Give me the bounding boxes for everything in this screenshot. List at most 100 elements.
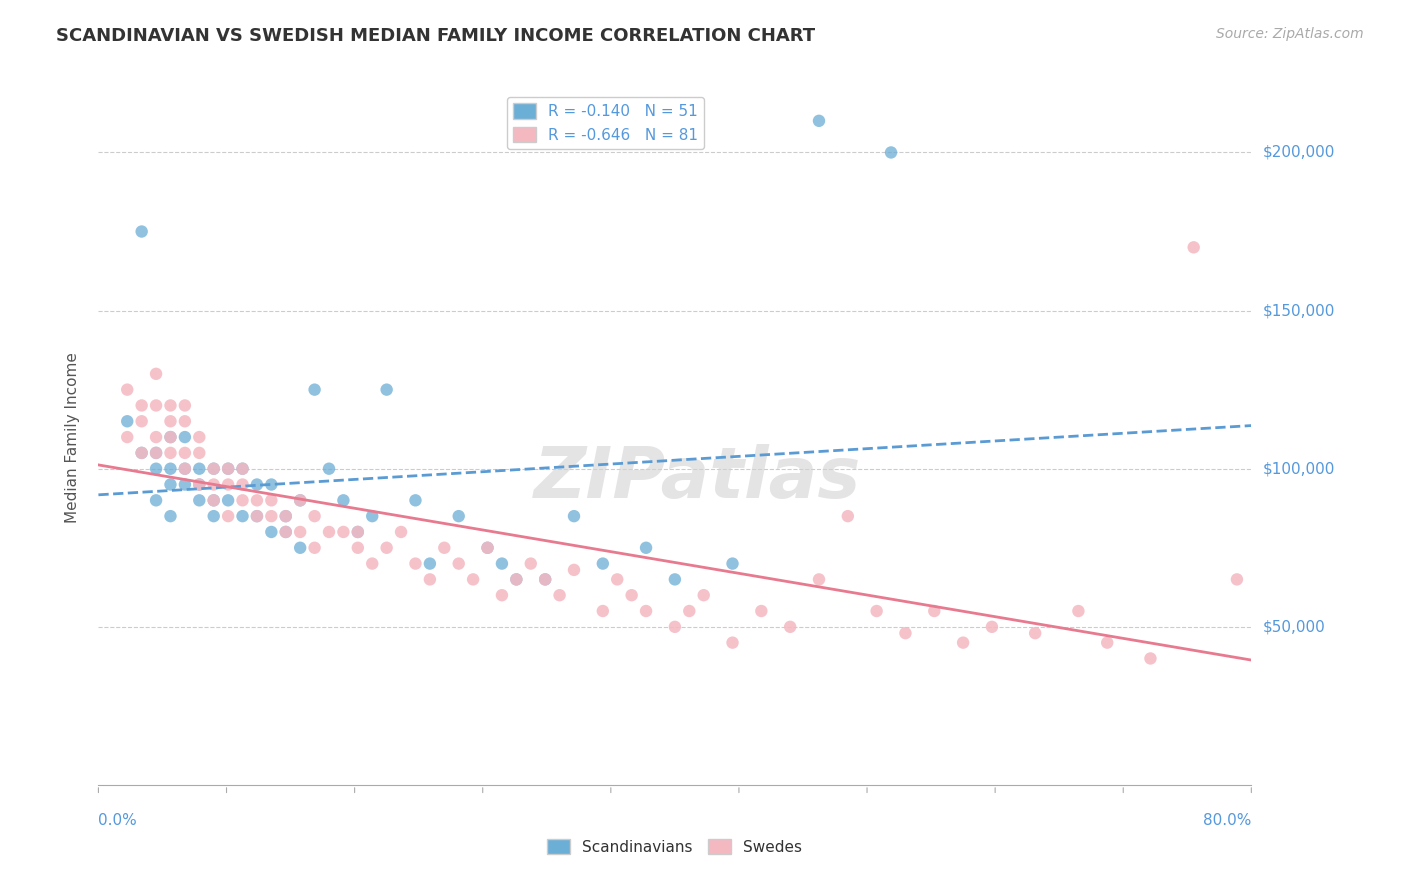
Point (145, 367, 167, 381)
Point (304, 509, 326, 524)
Point (231, 461, 254, 475)
Point (131, 399, 153, 413)
Point (246, 509, 269, 524)
Point (159, 509, 181, 524)
Point (405, 493, 427, 508)
Point (231, 509, 254, 524)
Text: Source: ZipAtlas.com: Source: ZipAtlas.com (1216, 27, 1364, 41)
Point (548, 588, 571, 602)
Point (188, 430, 211, 444)
Point (274, 509, 297, 524)
Point (260, 493, 283, 508)
Point (779, 620, 801, 634)
Point (866, 604, 889, 618)
Point (361, 509, 384, 524)
Point (159, 430, 181, 444)
Point (188, 477, 211, 491)
Point (562, 563, 585, 577)
Point (174, 461, 197, 475)
Point (202, 461, 225, 475)
Point (131, 446, 153, 460)
Point (274, 524, 297, 539)
Point (981, 620, 1004, 634)
Point (318, 461, 340, 475)
Point (159, 414, 181, 428)
Point (664, 573, 686, 587)
Point (477, 541, 499, 555)
Point (693, 588, 716, 602)
Point (202, 509, 225, 524)
Point (260, 477, 283, 491)
Point (231, 493, 254, 508)
Point (202, 493, 225, 508)
Point (751, 604, 773, 618)
Text: ZIPatlas: ZIPatlas (534, 444, 862, 513)
Point (562, 509, 585, 524)
Point (174, 461, 197, 475)
Point (231, 461, 254, 475)
Point (419, 573, 441, 587)
Legend: Scandinavians, Swedes: Scandinavians, Swedes (541, 832, 808, 861)
Point (174, 399, 197, 413)
Y-axis label: Median Family Income: Median Family Income (65, 351, 80, 523)
Point (620, 588, 643, 602)
Point (346, 524, 368, 539)
Point (202, 461, 225, 475)
Point (1182, 240, 1205, 254)
Point (246, 509, 269, 524)
Point (332, 524, 354, 539)
Point (174, 430, 197, 444)
Point (231, 477, 254, 491)
Point (202, 477, 225, 491)
Point (159, 477, 181, 491)
Point (188, 493, 211, 508)
Point (117, 430, 138, 444)
Point (807, 573, 830, 587)
Point (636, 604, 658, 618)
Point (159, 461, 181, 475)
Point (145, 461, 167, 475)
Point (145, 446, 167, 460)
Text: $100,000: $100,000 (1263, 461, 1336, 476)
Point (592, 604, 614, 618)
Point (389, 524, 412, 539)
Point (174, 414, 197, 428)
Point (678, 604, 700, 618)
Point (405, 557, 427, 571)
Point (636, 541, 658, 555)
Point (145, 446, 167, 460)
Point (1139, 651, 1161, 665)
Point (145, 430, 167, 444)
Point (375, 383, 398, 397)
Point (491, 557, 513, 571)
Point (419, 557, 441, 571)
Point (174, 477, 197, 491)
Point (217, 477, 239, 491)
Point (952, 635, 974, 649)
Point (202, 493, 225, 508)
Point (274, 524, 297, 539)
Point (304, 541, 326, 555)
Point (117, 414, 138, 428)
Point (433, 541, 456, 555)
Point (290, 493, 312, 508)
Point (318, 524, 340, 539)
Point (894, 626, 917, 640)
Point (807, 113, 830, 128)
Point (1024, 626, 1046, 640)
Point (246, 493, 269, 508)
Point (1097, 635, 1119, 649)
Point (145, 493, 167, 508)
Point (880, 145, 903, 160)
Point (721, 557, 744, 571)
Point (477, 541, 499, 555)
Point (188, 446, 211, 460)
Point (375, 541, 398, 555)
Point (534, 573, 557, 587)
Point (159, 430, 181, 444)
Point (721, 635, 744, 649)
Point (159, 446, 181, 460)
Point (131, 414, 153, 428)
Point (346, 524, 368, 539)
Point (217, 461, 239, 475)
